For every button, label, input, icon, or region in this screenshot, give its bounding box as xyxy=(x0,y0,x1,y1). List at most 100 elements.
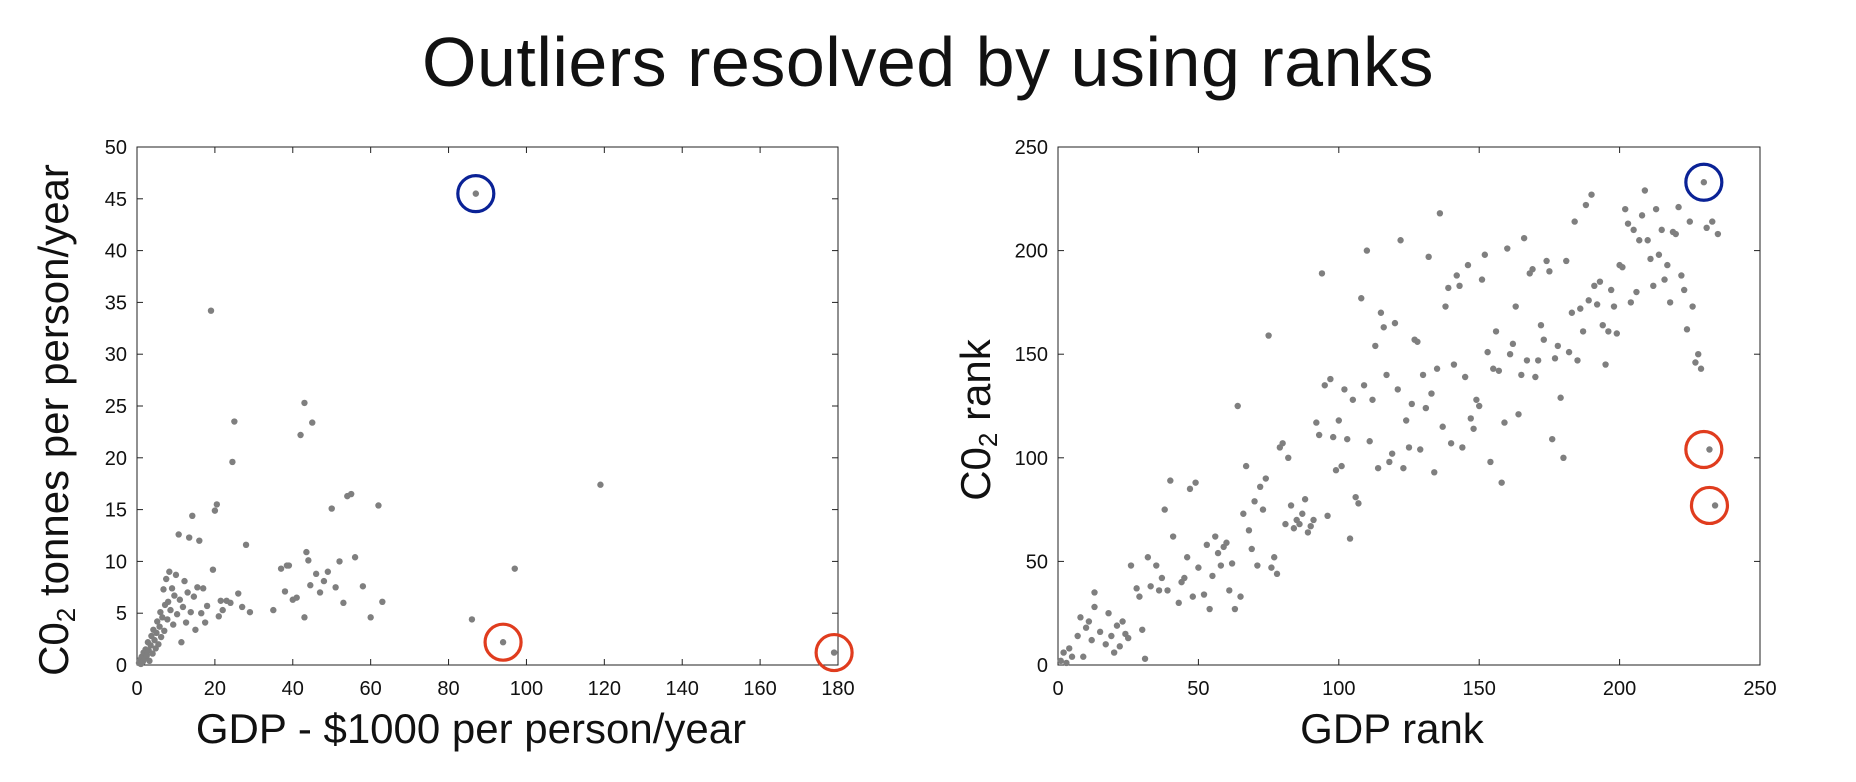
left-data-point xyxy=(184,589,191,596)
right-data-point xyxy=(1574,357,1581,364)
left-data-point xyxy=(301,399,308,407)
right-data-point xyxy=(1248,545,1255,553)
right-data-point xyxy=(1506,351,1514,358)
left-data-point xyxy=(351,554,359,561)
right-data-point xyxy=(1633,288,1640,296)
right-data-point xyxy=(1391,319,1399,327)
left-data-point xyxy=(229,458,236,466)
right-data-point xyxy=(1683,326,1691,333)
left-data-point xyxy=(281,588,289,595)
right-data-point xyxy=(1301,496,1309,503)
right-data-point xyxy=(1125,634,1132,642)
right-data-point xyxy=(1650,282,1657,290)
left-data-point xyxy=(375,502,382,509)
right-data-point xyxy=(1077,614,1084,621)
right-data-point xyxy=(1428,390,1435,397)
left-data-point xyxy=(201,619,209,626)
right-data-point xyxy=(1636,237,1643,244)
right-data-point xyxy=(1245,527,1253,534)
right-data-point xyxy=(1627,299,1635,306)
right-data-point xyxy=(1183,554,1191,561)
right-data-point xyxy=(1388,450,1396,457)
right-data-point xyxy=(1063,659,1070,667)
right-y-tick-label: 100 xyxy=(1015,448,1048,470)
right-data-point xyxy=(1153,562,1160,569)
left-y-tick-label: 15 xyxy=(105,500,127,522)
right-data-point xyxy=(1226,587,1233,594)
right-data-point xyxy=(1577,305,1584,312)
right-data-point xyxy=(1327,375,1334,383)
right-data-point xyxy=(1279,440,1286,447)
left-x-tick-label: 140 xyxy=(666,678,699,700)
right-data-point xyxy=(1290,525,1298,532)
left-data-point xyxy=(227,599,234,607)
right-data-point xyxy=(1624,220,1632,227)
right-data-point xyxy=(1310,516,1317,524)
right-data-point xyxy=(1661,276,1668,283)
right-data-point xyxy=(1119,618,1126,625)
right-data-point xyxy=(1529,266,1536,273)
left-data-point xyxy=(277,565,285,572)
slide-title: Outliers resolved by using ranks xyxy=(422,23,1434,101)
right-data-point xyxy=(1568,309,1576,316)
left-y-axis-label: C02 tonnes per person/year xyxy=(30,164,82,676)
right-data-point xyxy=(1400,464,1407,472)
right-data-point xyxy=(1697,365,1705,372)
right-data-point xyxy=(1532,373,1539,381)
right-data-point xyxy=(1700,179,1708,186)
right-data-point xyxy=(1515,411,1522,418)
right-data-point xyxy=(1349,396,1357,403)
right-data-point xyxy=(1571,218,1578,225)
right-data-point xyxy=(1251,498,1258,505)
right-data-point xyxy=(1678,272,1685,279)
right-data-point xyxy=(1484,348,1491,356)
left-data-point xyxy=(242,541,250,549)
left-data-point xyxy=(196,537,203,544)
left-data-point xyxy=(231,418,238,425)
right-data-point xyxy=(1231,605,1239,613)
right-data-point xyxy=(1102,641,1109,648)
right-data-point xyxy=(1607,286,1615,294)
left-y-tick-label: 40 xyxy=(105,241,127,263)
right-data-point xyxy=(1386,458,1393,466)
right-data-point xyxy=(1324,512,1331,520)
right-data-point xyxy=(1304,529,1312,536)
right-data-point xyxy=(1240,510,1247,517)
right-data-point xyxy=(1546,268,1553,275)
right-data-point xyxy=(1282,520,1289,528)
right-data-point xyxy=(1203,541,1211,549)
left-x-tick-label: 120 xyxy=(588,678,621,700)
left-data-point xyxy=(472,190,480,197)
right-data-point xyxy=(1709,218,1716,225)
left-outlier-red-circle xyxy=(483,622,523,662)
left-data-point xyxy=(213,501,221,508)
right-data-point xyxy=(1181,574,1188,582)
right-data-point xyxy=(1285,454,1292,461)
left-data-point xyxy=(309,419,316,426)
left-y-axis-label-subscript: 2 xyxy=(51,607,82,623)
left-plot-frame xyxy=(136,146,839,666)
right-data-point xyxy=(1560,454,1567,461)
right-outlier-blue-circle xyxy=(1684,162,1724,202)
right-data-point xyxy=(1169,533,1177,540)
right-data-point xyxy=(1313,419,1320,426)
left-data-point xyxy=(167,606,174,614)
left-data-point xyxy=(379,598,386,606)
right-data-point xyxy=(1105,610,1112,617)
left-data-point xyxy=(163,575,170,583)
right-data-point xyxy=(1287,502,1295,509)
left-data-point xyxy=(182,619,190,626)
right-x-tick-label: 100 xyxy=(1322,678,1355,700)
left-outlier-blue-circle xyxy=(456,174,496,214)
right-data-point xyxy=(1579,328,1587,335)
left-data-point xyxy=(171,592,178,599)
right-data-point xyxy=(1456,282,1463,290)
right-data-point xyxy=(1450,361,1458,368)
left-data-point xyxy=(198,610,205,617)
right-data-point xyxy=(1133,585,1140,592)
left-data-point xyxy=(156,623,163,630)
left-data-point xyxy=(143,652,150,659)
right-data-point xyxy=(1599,321,1606,329)
left-x-tick-label: 40 xyxy=(282,678,304,700)
right-outlier-red-circle xyxy=(1684,429,1724,470)
